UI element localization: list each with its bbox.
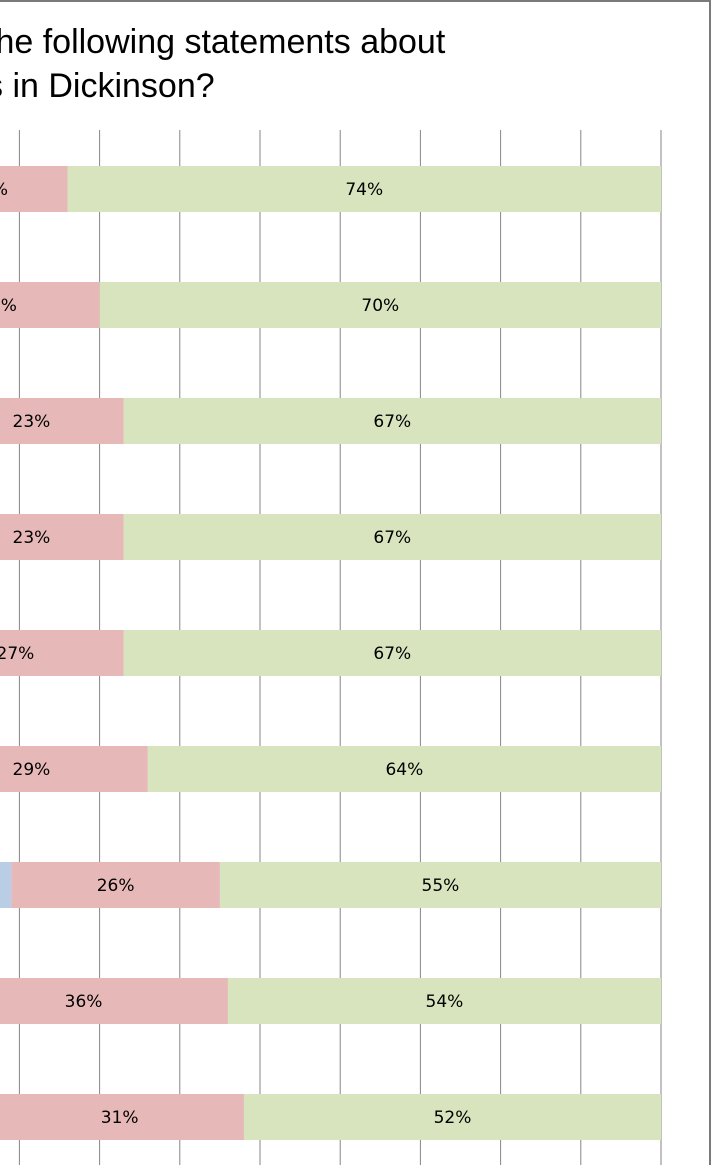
data-label: 67%: [373, 412, 411, 432]
data-label: 27%: [0, 644, 34, 664]
data-label: 31%: [101, 1108, 139, 1128]
bar-segment: [0, 282, 100, 328]
data-label: 67%: [373, 528, 411, 548]
data-label: %: [0, 180, 8, 200]
bar-segment: [0, 398, 124, 444]
data-label: 54%: [426, 992, 464, 1012]
data-label: 4%: [0, 296, 17, 316]
data-label: 52%: [434, 1108, 472, 1128]
bar-segment: [11, 862, 220, 908]
bar-segment: [219, 862, 661, 908]
bar-segment: [99, 282, 662, 328]
bar-segment: [123, 514, 661, 560]
bar-segment: [0, 978, 228, 1024]
data-label: 36%: [65, 992, 103, 1012]
data-label: 23%: [13, 528, 51, 548]
bar-segment: [227, 978, 662, 1024]
chart-title-line-2: s in Dickinson?: [0, 67, 215, 105]
data-label: 70%: [361, 296, 399, 316]
bar-segment: [0, 1094, 244, 1140]
data-label: 29%: [13, 760, 51, 780]
bar-segment: [0, 862, 12, 908]
bar-segment: [0, 514, 124, 560]
bar-segment: [123, 630, 661, 676]
data-label: 26%: [97, 876, 135, 896]
data-label: 55%: [422, 876, 460, 896]
chart-title-line-1: the following statements about: [0, 23, 446, 61]
bar-segment: [243, 1094, 661, 1140]
data-label: 64%: [385, 760, 423, 780]
bar-segment: [0, 746, 148, 792]
bar-segment: [0, 166, 68, 212]
bar-segment: [67, 166, 661, 212]
data-label: 74%: [345, 180, 383, 200]
data-label: 67%: [373, 644, 411, 664]
bar-segment: [147, 746, 662, 792]
data-label: 23%: [13, 412, 51, 432]
bar-segment: [0, 630, 124, 676]
bar-segment: [123, 398, 661, 444]
